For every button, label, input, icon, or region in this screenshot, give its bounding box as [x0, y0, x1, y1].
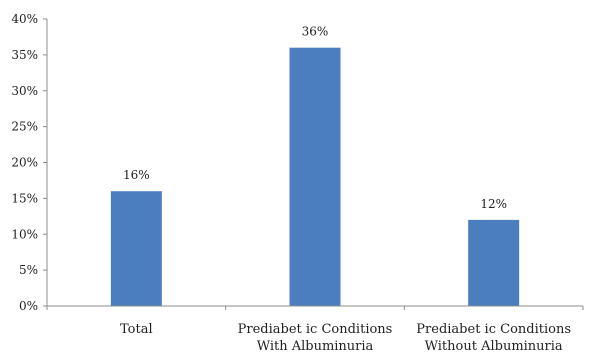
data-label: 16% — [123, 168, 150, 182]
category-label: Prediabet ic Conditions — [416, 322, 571, 337]
y-tick-label: 40% — [11, 12, 38, 26]
data-label: 12% — [480, 197, 507, 211]
y-axis-ticks: 0% 5% 10% 15% 20% 25% 30% 35% 40% — [11, 12, 47, 313]
bar — [110, 191, 162, 306]
y-tick-label: 10% — [11, 227, 38, 241]
bar — [289, 47, 341, 306]
y-tick-label: 30% — [11, 84, 38, 98]
axes — [46, 19, 584, 310]
bar — [468, 219, 520, 306]
data-label: 36% — [302, 25, 329, 39]
bar-series — [110, 47, 520, 306]
y-tick-label: 0% — [19, 299, 38, 313]
category-label: Prediabet ic Conditions — [238, 322, 393, 337]
y-tick-label: 35% — [11, 48, 38, 62]
category-label: Total — [120, 322, 153, 337]
category-label: With Albuminuria — [257, 339, 374, 354]
category-label: Without Albuminuria — [425, 339, 563, 354]
y-tick-label: 25% — [11, 120, 38, 134]
y-tick-label: 20% — [11, 156, 38, 170]
x-axis-category-labels: Total Prediabet ic Conditions With Albumin… — [120, 322, 571, 354]
data-labels: 16% 36% 12% — [123, 25, 507, 211]
y-tick-label: 5% — [19, 263, 38, 277]
y-tick-label: 15% — [11, 191, 38, 205]
